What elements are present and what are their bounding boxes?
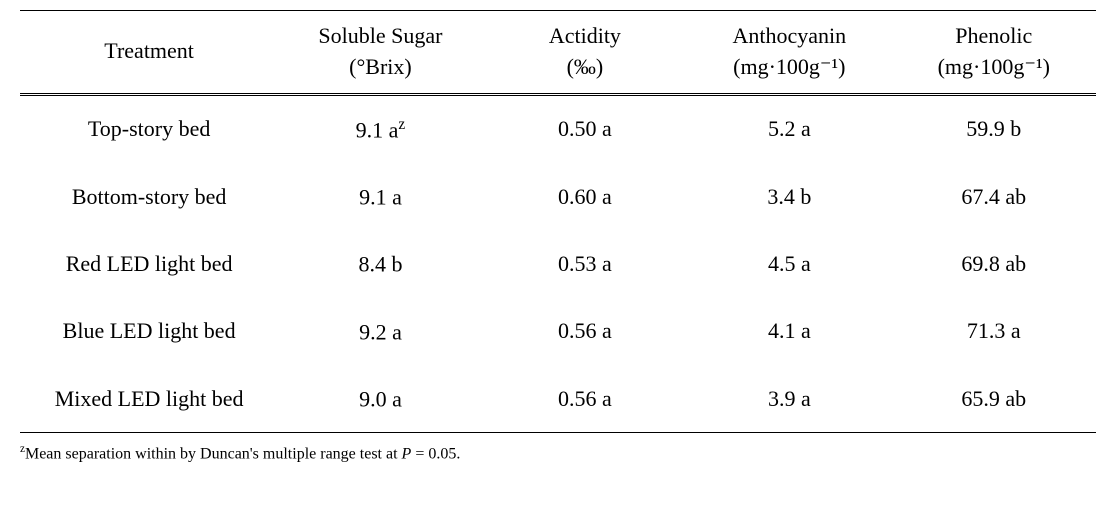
sugar-value: 9.1 a [359, 184, 402, 209]
cell-sugar: 9.1 az [278, 94, 482, 163]
table-body: Top-story bed 9.1 az 0.50 a 5.2 a 59.9 b… [20, 94, 1096, 433]
cell-treatment: Mixed LED light bed [20, 365, 278, 433]
header-phenolic: Phenolic (mg·100g⁻¹) [892, 11, 1096, 95]
cell-anthocyanin: 5.2 a [687, 94, 891, 163]
cell-sugar: 9.2 a [278, 298, 482, 365]
sugar-sup: z [398, 116, 405, 133]
sugar-value: 8.4 b [358, 252, 402, 277]
table-row: Top-story bed 9.1 az 0.50 a 5.2 a 59.9 b [20, 94, 1096, 163]
cell-anthocyanin: 3.9 a [687, 365, 891, 433]
cell-phenolic: 69.8 ab [892, 230, 1096, 297]
cell-anthocyanin: 4.5 a [687, 230, 891, 297]
cell-treatment: Top-story bed [20, 94, 278, 163]
cell-treatment: Red LED light bed [20, 230, 278, 297]
header-line1: Phenolic [955, 23, 1032, 48]
table-row: Bottom-story bed 9.1 a 0.60 a 3.4 b 67.4… [20, 163, 1096, 230]
header-acidity: Actidity (‰) [483, 11, 687, 95]
cell-sugar: 9.0 a [278, 365, 482, 433]
header-line1: Treatment [104, 38, 194, 63]
cell-acidity: 0.50 a [483, 94, 687, 163]
cell-phenolic: 59.9 b [892, 94, 1096, 163]
cell-treatment: Blue LED light bed [20, 298, 278, 365]
cell-acidity: 0.56 a [483, 365, 687, 433]
cell-acidity: 0.60 a [483, 163, 687, 230]
table-row: Mixed LED light bed 9.0 a 0.56 a 3.9 a 6… [20, 365, 1096, 433]
header-line2: (°Brix) [349, 54, 412, 79]
header-line1: Anthocyanin [733, 23, 847, 48]
cell-phenolic: 65.9 ab [892, 365, 1096, 433]
footnote-p: P [402, 446, 412, 463]
cell-phenolic: 67.4 ab [892, 163, 1096, 230]
sugar-value: 9.1 a [356, 117, 399, 142]
header-sugar: Soluble Sugar (°Brix) [278, 11, 482, 95]
cell-acidity: 0.56 a [483, 298, 687, 365]
header-row: Treatment Soluble Sugar (°Brix) Actidity… [20, 11, 1096, 95]
header-line1: Actidity [549, 23, 621, 48]
table-container: Treatment Soluble Sugar (°Brix) Actidity… [0, 0, 1116, 433]
cell-treatment: Bottom-story bed [20, 163, 278, 230]
sugar-value: 9.0 a [359, 386, 402, 411]
header-line1: Soluble Sugar [318, 23, 442, 48]
header-treatment: Treatment [20, 11, 278, 95]
header-line2: (mg·100g⁻¹) [733, 54, 845, 79]
header-line2: (‰) [567, 54, 604, 79]
table-header: Treatment Soluble Sugar (°Brix) Actidity… [20, 11, 1096, 95]
sugar-value: 9.2 a [359, 319, 402, 344]
table-row: Red LED light bed 8.4 b 0.53 a 4.5 a 69.… [20, 230, 1096, 297]
cell-acidity: 0.53 a [483, 230, 687, 297]
header-line2: (mg·100g⁻¹) [938, 54, 1050, 79]
cell-sugar: 9.1 a [278, 163, 482, 230]
table-row: Blue LED light bed 9.2 a 0.56 a 4.1 a 71… [20, 298, 1096, 365]
footnote-prefix: Mean separation within by Duncan's multi… [25, 446, 402, 463]
footnote: zMean separation within by Duncan's mult… [0, 433, 1116, 463]
header-anthocyanin: Anthocyanin (mg·100g⁻¹) [687, 11, 891, 95]
cell-sugar: 8.4 b [278, 230, 482, 297]
cell-phenolic: 71.3 a [892, 298, 1096, 365]
footnote-suffix: = 0.05. [411, 446, 460, 463]
data-table: Treatment Soluble Sugar (°Brix) Actidity… [20, 10, 1096, 433]
cell-anthocyanin: 4.1 a [687, 298, 891, 365]
cell-anthocyanin: 3.4 b [687, 163, 891, 230]
